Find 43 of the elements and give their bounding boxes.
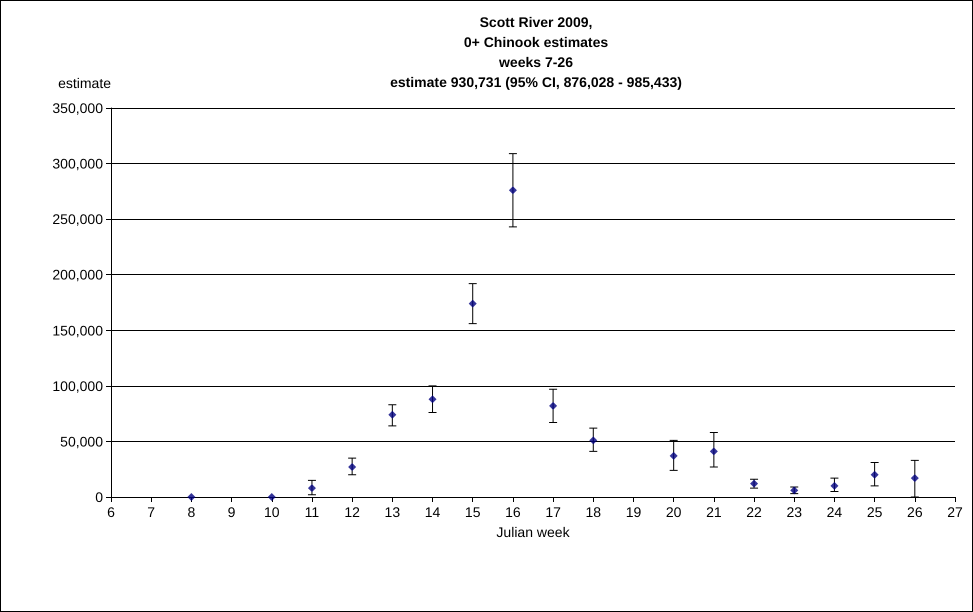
- x-tick-label: 10: [264, 504, 280, 520]
- point: [670, 452, 678, 460]
- point: [830, 482, 838, 490]
- y-tick-label: 300,000: [52, 156, 104, 172]
- y-axis-title: estimate: [58, 75, 112, 91]
- x-tick-label: 17: [545, 504, 562, 520]
- point: [508, 186, 517, 194]
- point: [187, 493, 196, 501]
- point: [710, 447, 718, 456]
- point: [549, 402, 558, 410]
- x-tick-label: 20: [666, 504, 682, 520]
- y-tick-label: 0: [95, 489, 104, 505]
- x-tick-label: 9: [228, 504, 236, 520]
- x-tick-label: 24: [826, 504, 842, 520]
- x-tick-label: 6: [107, 504, 116, 520]
- x-tick-label: 13: [384, 504, 400, 520]
- x-tick-label: 23: [786, 504, 802, 520]
- x-tick-label: 14: [424, 504, 441, 520]
- point: [468, 300, 477, 308]
- chart-title: Scott River 2009, 0+ Chinook estimates weeks 7-26 estimate 930,731 (95% CI, 876,028 - 985,433): [390, 14, 682, 90]
- point: [428, 395, 437, 404]
- point: [910, 474, 919, 482]
- x-tick-label: 7: [147, 504, 156, 520]
- x-tick-label: 18: [585, 504, 602, 520]
- point: [268, 493, 276, 501]
- x-tick-label: 26: [907, 504, 923, 520]
- x-axis-title: Julian week: [496, 524, 571, 540]
- x-tick-label: 8: [187, 504, 196, 520]
- y-tick-label: 250,000: [52, 211, 104, 228]
- x-tick-label: 25: [866, 504, 883, 520]
- y-tick-label: 100,000: [52, 378, 104, 394]
- x-tick-label: 11: [304, 504, 320, 520]
- x-tick-label: 21: [706, 504, 722, 520]
- x-tick-label: 12: [344, 504, 360, 520]
- y-tick-label: 350,000: [52, 100, 104, 116]
- x-tick-label: 15: [464, 504, 481, 520]
- x-tick-label: 27: [947, 504, 963, 520]
- y-tick-label: 200,000: [52, 266, 104, 283]
- y-tick-label: 50,000: [60, 433, 104, 450]
- y-tick-label: 150,000: [52, 322, 104, 338]
- x-tick-label: 16: [505, 504, 521, 520]
- x-tick-label: 22: [746, 504, 762, 520]
- x-tick-label: 19: [626, 504, 642, 520]
